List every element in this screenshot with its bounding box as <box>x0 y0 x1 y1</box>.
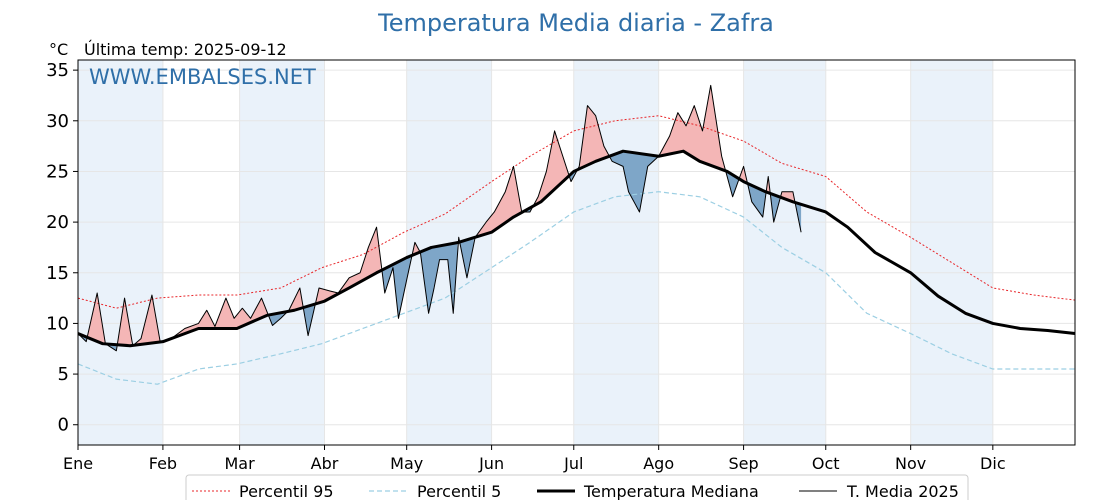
line-percentil-5 <box>77 191 1075 385</box>
x-tick-label: May <box>390 454 423 473</box>
month-band <box>910 60 993 445</box>
legend-label-current: T. Media 2025 <box>846 482 959 500</box>
x-tick-label: Jun <box>478 454 504 473</box>
fill-above-median <box>117 298 132 346</box>
legend-label-median: Temperatura Mediana <box>583 482 759 500</box>
x-tick-label: Sep <box>729 454 759 473</box>
fill-above-median <box>658 85 725 171</box>
y-tick-label: 35 <box>46 60 69 81</box>
grid-lines <box>77 60 1075 445</box>
fill-below-median <box>569 170 577 182</box>
chart-title: Temperatura Media diaria - Zafra <box>377 9 774 37</box>
plot-frame <box>77 59 1076 446</box>
last-temp-label: Última temp: 2025-09-12 <box>84 40 287 59</box>
x-tick-label: Feb <box>149 454 177 473</box>
month-band <box>78 60 163 445</box>
fill-above-median <box>288 287 303 312</box>
y-tick-label: 5 <box>58 364 69 385</box>
fill-above-median <box>766 176 770 194</box>
x-axis-ticks: Ene Feb Mar Abr May Jun Jul Ago Sep Oct Nov Dic <box>63 445 1006 473</box>
y-tick-label: 30 <box>46 111 69 132</box>
x-tick-label: Abr <box>311 454 339 473</box>
series-lines <box>77 84 1076 385</box>
legend: Percentil 95 Percentil 5 Temperatura Med… <box>185 474 969 500</box>
x-tick-label: Dic <box>980 454 1006 473</box>
fill-below-median <box>747 183 766 218</box>
legend-frame <box>185 474 969 500</box>
line-temperatura-mediana <box>77 149 1076 348</box>
x-tick-label: Oct <box>812 454 840 473</box>
fill-above-median <box>475 166 522 238</box>
fill-above-median <box>534 130 569 206</box>
month-bands <box>78 60 993 445</box>
fill-below-median <box>610 151 658 212</box>
fill-above-median <box>87 293 106 344</box>
legend-label-p5: Percentil 5 <box>417 482 501 500</box>
unit-label: °C <box>49 40 68 59</box>
fill-below-median <box>382 255 411 319</box>
watermark: WWW.EMBALSES.NET <box>89 65 316 89</box>
month-band <box>239 60 325 445</box>
x-tick-label: Ago <box>643 454 674 473</box>
month-band <box>743 60 826 445</box>
fill-above-median <box>316 227 381 304</box>
line-t-media-2025 <box>77 84 802 352</box>
y-tick-label: 10 <box>46 313 69 334</box>
legend-label-p95: Percentil 95 <box>239 482 334 500</box>
fill-below-median <box>303 304 315 336</box>
y-tick-label: 0 <box>58 415 69 436</box>
x-tick-label: Ene <box>63 454 93 473</box>
y-axis-ticks: 0 5 10 15 20 25 30 35 <box>46 60 78 436</box>
fill-below-median <box>460 237 474 278</box>
line-percentil-95 <box>77 115 1076 309</box>
x-tick-label: Mar <box>225 454 256 473</box>
x-tick-label: Jul <box>563 454 583 473</box>
x-tick-label: Nov <box>895 454 926 473</box>
deviation-fills <box>79 85 802 351</box>
y-tick-label: 20 <box>46 212 69 233</box>
y-tick-label: 25 <box>46 161 69 182</box>
y-tick-label: 15 <box>46 263 69 284</box>
